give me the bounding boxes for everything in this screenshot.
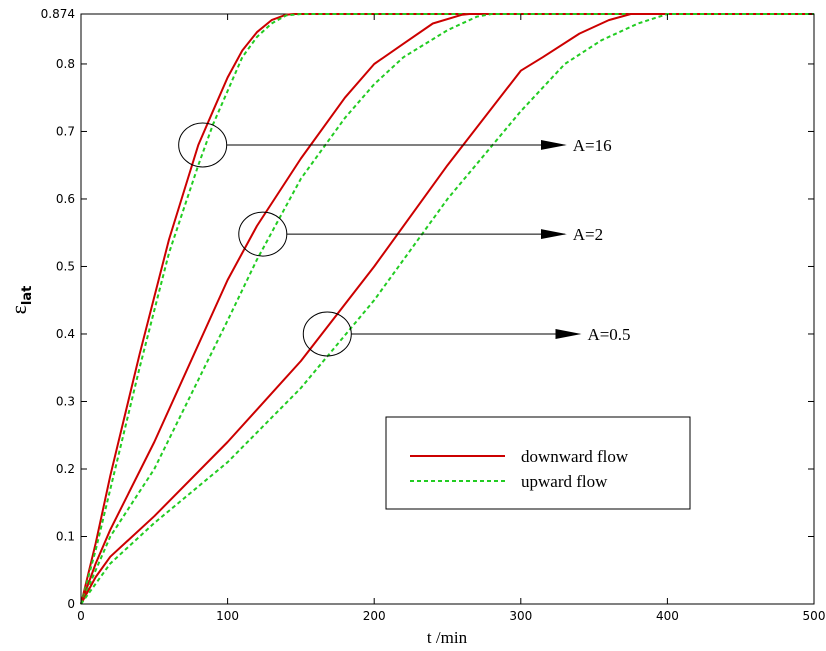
annotation-layer: A=16 A=2 A=0.5 [178,122,631,357]
legend-label-downward: downward flow [521,447,629,466]
y-tick-label: 0.4 [56,327,75,341]
annotation-label-A-16: A=16 [573,136,612,155]
y-tick-label: 0.7 [56,124,75,138]
legend-box [385,416,691,510]
x-axis-title: t /min [427,628,468,647]
y-tick-label: 0.3 [56,394,75,408]
svg-text:εlat: εlat [6,286,35,315]
y-axis-title-sub: lat [20,286,35,305]
x-tick-label: 200 [363,609,386,623]
x-tick-label: 300 [509,609,532,623]
y-tick-label: 0.874 [41,7,75,21]
upward-flow-line-A-0-5 [80,13,814,605]
downward-flow-line-A-2 [80,13,814,605]
x-tick-label: 400 [656,609,679,623]
legend-label-upward: upward flow [521,472,608,491]
y-tick-label: 0.8 [56,57,75,71]
y-tick-label: 0 [67,597,75,611]
plot-frame [80,13,815,605]
y-axis-title-main: ε [6,305,31,314]
downward-flow-line-A-16 [80,13,814,605]
x-tick-label: 0 [77,609,85,623]
upward-flow-line-A-2 [80,13,814,605]
y-axis-title: εlat [6,286,35,315]
y-tick-label: 0.1 [56,529,75,543]
y-tick-label: 0.5 [56,259,75,273]
axis-layer: 0 100 200 300 400 500 0 0.1 0.2 0.3 0.4 0.5 0.6 0.7 0.… [41,7,826,623]
y-tick-label: 0.6 [56,192,75,206]
x-tick-label: 100 [216,609,239,623]
y-tick-label: 0.2 [56,462,75,476]
annotation-circle-A-16 [178,122,228,168]
upward-flow-line-A-16 [80,13,814,605]
annotation-circle-A-0-5 [302,311,352,357]
annotation-label-A-2: A=2 [573,225,603,244]
x-tick-label: 500 [803,609,826,623]
annotation-label-A-0-5: A=0.5 [587,325,630,344]
downward-flow-line-A-0-5 [80,13,814,605]
legend: downward flow upward flow [385,416,691,510]
plot-layer [80,13,814,605]
